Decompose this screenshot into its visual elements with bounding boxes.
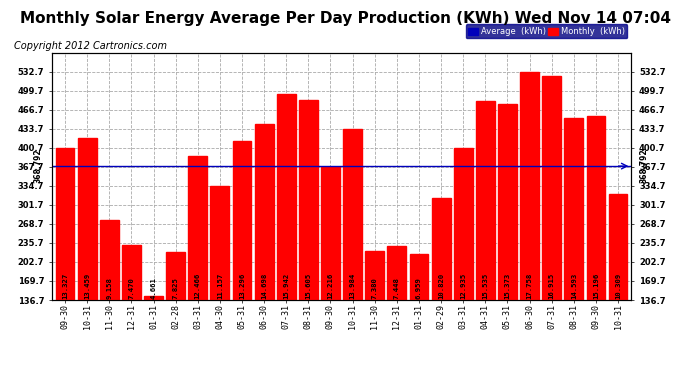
Text: 14.698: 14.698 [261, 273, 267, 299]
Text: 10.309: 10.309 [615, 273, 621, 299]
Text: 15.196: 15.196 [593, 273, 599, 299]
Text: Monthly Solar Energy Average Per Day Production (KWh) Wed Nov 14 07:04: Monthly Solar Energy Average Per Day Pro… [19, 11, 671, 26]
Bar [586, 116, 605, 375]
Text: Copyright 2012 Cartronics.com: Copyright 2012 Cartronics.com [14, 41, 167, 51]
Bar [122, 245, 141, 375]
Text: 13.296: 13.296 [239, 273, 245, 299]
Text: 4.661: 4.661 [150, 277, 157, 299]
Bar [388, 246, 406, 375]
Bar [609, 195, 627, 375]
Text: 12.466: 12.466 [195, 273, 201, 299]
Bar [321, 167, 340, 375]
Text: 7.448: 7.448 [394, 277, 400, 299]
Bar [166, 252, 185, 375]
Bar [542, 76, 561, 375]
Bar [520, 72, 539, 375]
Bar [410, 254, 428, 375]
Bar [299, 100, 318, 375]
Text: 7.380: 7.380 [372, 277, 377, 299]
Bar [432, 198, 451, 375]
Bar [476, 101, 495, 375]
Bar [100, 220, 119, 375]
Text: 6.959: 6.959 [416, 277, 422, 299]
Text: 10.820: 10.820 [438, 273, 444, 299]
Text: 13.459: 13.459 [84, 273, 90, 299]
Text: 15.605: 15.605 [306, 273, 311, 299]
Text: 368.792: 368.792 [34, 149, 43, 183]
Bar [188, 156, 207, 375]
Text: 15.942: 15.942 [283, 273, 289, 299]
Bar [454, 147, 473, 375]
Bar [255, 124, 273, 375]
Bar [56, 148, 75, 375]
Bar [564, 118, 583, 375]
Text: 14.593: 14.593 [571, 273, 577, 299]
Text: 15.535: 15.535 [482, 273, 489, 299]
Bar [144, 296, 163, 375]
Text: 13.327: 13.327 [62, 273, 68, 299]
Bar [343, 129, 362, 375]
Text: 7.825: 7.825 [172, 277, 179, 299]
Text: 16.915: 16.915 [549, 273, 555, 299]
Text: 368.792: 368.792 [639, 149, 648, 183]
Bar [210, 186, 229, 375]
Text: 12.216: 12.216 [328, 273, 333, 299]
Bar [78, 138, 97, 375]
Bar [233, 141, 251, 375]
Text: 7.470: 7.470 [128, 277, 135, 299]
Bar [498, 104, 517, 375]
Text: 11.157: 11.157 [217, 273, 223, 299]
Text: 9.158: 9.158 [106, 277, 112, 299]
Bar [277, 94, 295, 375]
Text: 12.935: 12.935 [460, 273, 466, 299]
Legend: Average  (kWh), Monthly  (kWh): Average (kWh), Monthly (kWh) [466, 24, 627, 39]
Text: 15.373: 15.373 [504, 273, 511, 299]
Text: 13.984: 13.984 [350, 273, 355, 299]
Text: 17.758: 17.758 [526, 273, 533, 299]
Bar [365, 251, 384, 375]
